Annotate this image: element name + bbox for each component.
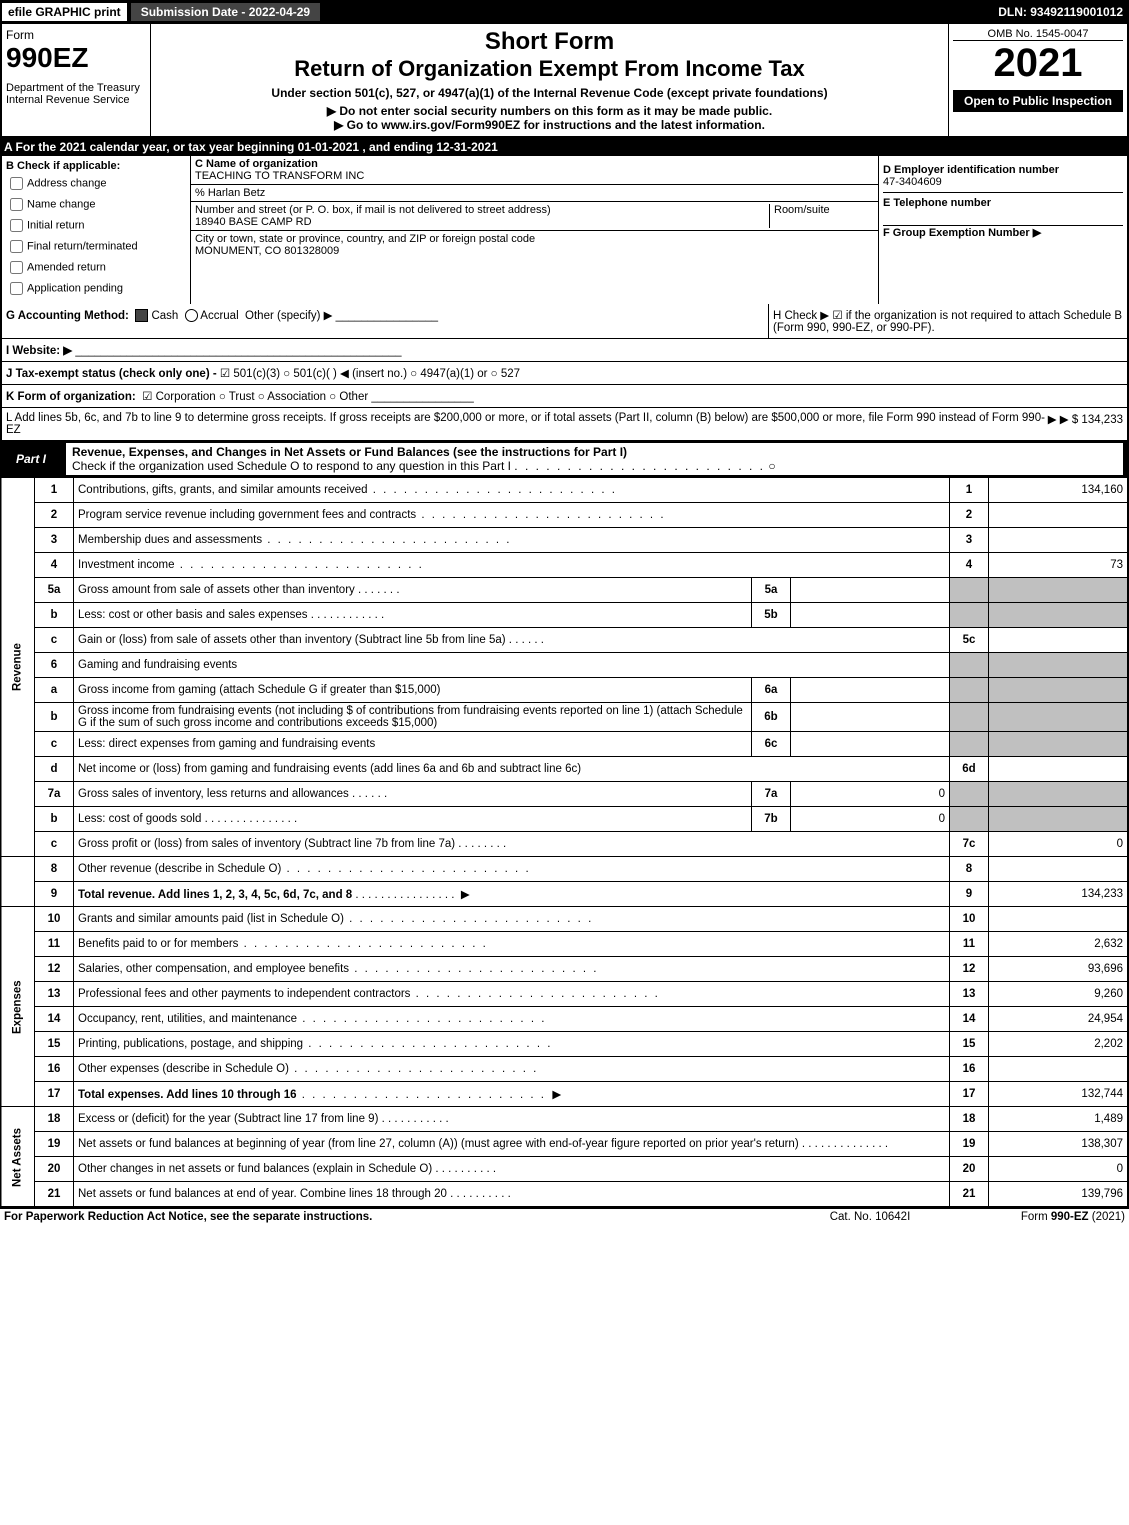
check-cash[interactable] — [135, 309, 148, 322]
total-revenue: 134,233 — [989, 882, 1129, 907]
omb-number: OMB No. 1545-0047 — [953, 28, 1123, 41]
irs-link[interactable]: www.irs.gov/Form990EZ — [381, 118, 520, 132]
return-title: Return of Organization Exempt From Incom… — [155, 56, 944, 82]
form-number: 990EZ — [6, 42, 146, 74]
page-footer: For Paperwork Reduction Act Notice, see … — [0, 1207, 1129, 1225]
total-expenses: 132,744 — [989, 1082, 1129, 1107]
form-word: Form — [6, 28, 146, 42]
line-4-amount: 73 — [989, 553, 1129, 578]
org-name: TEACHING TO TRANSFORM INC — [195, 170, 364, 182]
irs-label: Internal Revenue Service — [6, 94, 146, 106]
care-of: % Harlan Betz — [191, 185, 878, 202]
warning-ssn: ▶ Do not enter social security numbers o… — [155, 104, 944, 118]
section-a-tax-year: A For the 2021 calendar year, or tax yea… — [0, 138, 1129, 156]
part-1-header: Part I Revenue, Expenses, and Changes in… — [0, 441, 1129, 477]
check-accrual[interactable] — [185, 309, 198, 322]
efile-label[interactable]: efile GRAPHIC print — [0, 1, 129, 23]
section-g-label: G Accounting Method: — [6, 310, 129, 322]
submission-date: Submission Date - 2022-04-29 — [129, 1, 322, 23]
part-1-label: Part I — [6, 450, 56, 468]
part-1-title: Revenue, Expenses, and Changes in Net As… — [66, 443, 1123, 475]
tax-year: 2021 — [953, 41, 1123, 86]
line-7c-amount: 0 — [989, 832, 1129, 857]
check-name-change[interactable]: Name change — [6, 195, 186, 214]
line-18-amount: 1,489 — [989, 1107, 1129, 1132]
line-14-amount: 24,954 — [989, 1007, 1129, 1032]
revenue-section-label: Revenue — [1, 478, 35, 857]
section-i-website: I Website: ▶ ___________________________… — [0, 339, 1129, 362]
open-to-public: Open to Public Inspection — [953, 90, 1123, 112]
check-initial-return[interactable]: Initial return — [6, 216, 186, 235]
section-l: L Add lines 5b, 6c, and 7b to line 9 to … — [0, 408, 1129, 441]
line-21-amount: 139,796 — [989, 1182, 1129, 1207]
warning-goto: ▶ Go to www.irs.gov/Form990EZ for instru… — [155, 118, 944, 132]
ein-value: 47-3404609 — [883, 176, 942, 188]
section-b: B Check if applicable: Address change Na… — [2, 156, 191, 304]
catalog-number: Cat. No. 10642I — [795, 1211, 945, 1223]
section-b-label: B Check if applicable: — [6, 160, 186, 172]
financial-table: Revenue 1 Contributions, gifts, grants, … — [0, 477, 1129, 1207]
net-assets-section-label: Net Assets — [1, 1107, 35, 1207]
section-j: J Tax-exempt status (check only one) - ☑… — [0, 362, 1129, 385]
check-address-change[interactable]: Address change — [6, 174, 186, 193]
other-specify: Other (specify) ▶ — [245, 310, 332, 322]
paperwork-notice: For Paperwork Reduction Act Notice, see … — [4, 1211, 795, 1223]
section-h: H Check ▶ ☑ if the organization is not r… — [768, 304, 1127, 338]
dln-label: DLN: 93492119001012 — [992, 3, 1129, 21]
header-left: Form 990EZ Department of the Treasury In… — [2, 24, 151, 136]
room-suite-label: Room/suite — [769, 204, 874, 228]
group-exemption-label: F Group Exemption Number ▶ — [883, 227, 1041, 239]
line-15-amount: 2,202 — [989, 1032, 1129, 1057]
line-7a-amount: 0 — [791, 782, 950, 807]
top-bar: efile GRAPHIC print Submission Date - 20… — [0, 0, 1129, 24]
dept-treasury: Department of the Treasury — [6, 82, 146, 94]
short-form-title: Short Form — [155, 28, 944, 56]
street-address: 18940 BASE CAMP RD — [195, 216, 312, 228]
line-20-amount: 0 — [989, 1157, 1129, 1182]
header-center: Short Form Return of Organization Exempt… — [151, 24, 949, 136]
subtitle: Under section 501(c), 527, or 4947(a)(1)… — [155, 86, 944, 100]
line-13-amount: 9,260 — [989, 982, 1129, 1007]
check-application-pending[interactable]: Application pending — [6, 279, 186, 298]
section-c: C Name of organization TEACHING TO TRANS… — [191, 156, 879, 304]
check-final-return[interactable]: Final return/terminated — [6, 237, 186, 256]
header-right: OMB No. 1545-0047 2021 Open to Public In… — [949, 24, 1127, 136]
gross-receipts-amount: ▶ $ 134,233 — [1048, 412, 1123, 436]
street-label: Number and street (or P. O. box, if mail… — [195, 204, 551, 216]
section-d-e-f: D Employer identification number 47-3404… — [879, 156, 1127, 304]
entity-info-grid: B Check if applicable: Address change Na… — [0, 156, 1129, 304]
form-edition: Form 990-EZ (2021) — [945, 1211, 1125, 1223]
line-12-amount: 93,696 — [989, 957, 1129, 982]
phone-label: E Telephone number — [883, 197, 991, 209]
section-k: K Form of organization: ☑ Corporation ○ … — [0, 385, 1129, 408]
form-header: Form 990EZ Department of the Treasury In… — [0, 24, 1129, 138]
line-19-amount: 138,307 — [989, 1132, 1129, 1157]
expenses-section-label: Expenses — [1, 907, 35, 1107]
line-11-amount: 2,632 — [989, 932, 1129, 957]
city-state-zip: MONUMENT, CO 801328009 — [195, 245, 339, 257]
ein-label: D Employer identification number — [883, 164, 1059, 176]
line-1-amount: 134,160 — [989, 478, 1129, 503]
city-label: City or town, state or province, country… — [195, 233, 535, 245]
section-c-label: C Name of organization — [195, 158, 318, 170]
line-7b-amount: 0 — [791, 807, 950, 832]
row-g-h: G Accounting Method: Cash Accrual Other … — [0, 304, 1129, 339]
check-amended-return[interactable]: Amended return — [6, 258, 186, 277]
